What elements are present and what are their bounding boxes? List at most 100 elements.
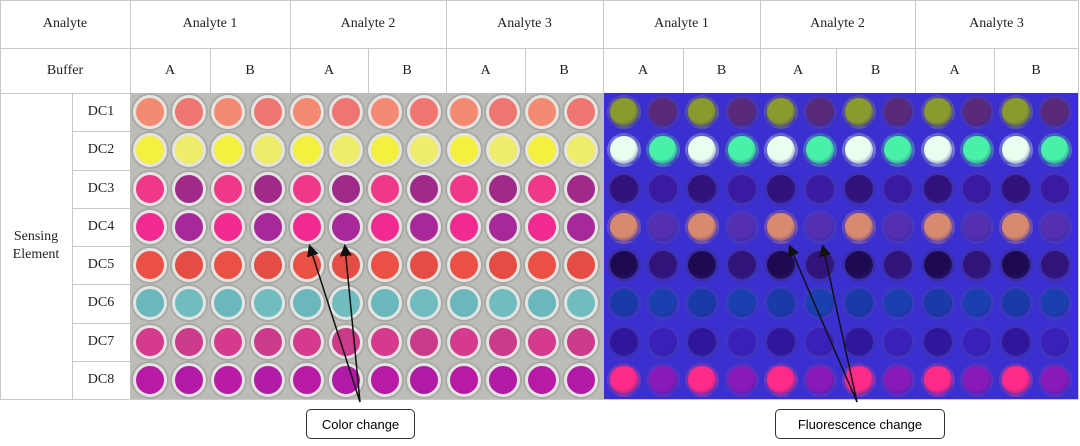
color-well: [211, 171, 246, 206]
fluorescence-well: [959, 171, 994, 206]
fluorescence-well: [999, 362, 1033, 397]
color-well: [525, 248, 559, 282]
fluorescence-well: [959, 248, 994, 282]
color-well: [211, 286, 246, 321]
analyte-header: Analyte 3: [497, 16, 552, 31]
color-well: [133, 286, 167, 321]
fluorescence-well: [724, 171, 759, 206]
color-well: [133, 362, 167, 397]
grid-line: [0, 0, 1, 400]
buffer-header: A: [637, 62, 649, 78]
row-label: DC7: [87, 333, 115, 349]
color-well: [368, 286, 403, 321]
fluorescence-well: [803, 171, 837, 206]
fluorescence-well: [763, 171, 798, 206]
fluorescence-well: [1038, 133, 1073, 168]
color-well: [446, 95, 481, 129]
color-well: [329, 248, 363, 282]
fluorescence-well: [685, 209, 720, 244]
fluorescence-well: [1038, 248, 1073, 282]
color-well: [289, 362, 324, 397]
fluorescence-well: [607, 248, 641, 282]
grid-line: [72, 246, 130, 247]
fluorescence-well: [999, 286, 1033, 321]
color-well: [407, 362, 442, 397]
color-well: [564, 248, 599, 282]
color-well: [211, 133, 246, 168]
fluorescence-well: [607, 362, 641, 397]
fluorescence-well: [646, 95, 681, 129]
color-well: [133, 209, 167, 244]
color-well: [564, 362, 599, 397]
fluorescence-well: [959, 133, 994, 168]
color-well: [564, 133, 599, 168]
buffer-header: A: [792, 62, 804, 78]
fluorescence-well: [959, 324, 994, 359]
fluorescence-well: [646, 286, 681, 321]
row-label: DC1: [87, 104, 115, 120]
color-well: [329, 324, 363, 359]
fluorescence-well: [646, 324, 681, 359]
color-well: [485, 95, 520, 129]
fluorescence-well: [881, 171, 916, 206]
color-well: [485, 171, 520, 206]
color-well: [485, 133, 520, 168]
color-well: [407, 286, 442, 321]
color-well: [329, 133, 363, 168]
analyte-header-label: Analyte: [42, 16, 88, 31]
fluorescence-well: [724, 209, 759, 244]
fluorescence-well: [959, 362, 994, 397]
buffer-header: A: [323, 62, 335, 78]
buffer-header: B: [559, 62, 569, 78]
analyte-header: Analyte 3: [969, 16, 1024, 31]
fluorescence-well: [920, 324, 955, 359]
buffer-header: A: [480, 62, 491, 78]
fluorescence-well: [607, 133, 641, 168]
grid-line: [72, 284, 130, 286]
color-well: [172, 248, 207, 282]
grid-line: [72, 322, 130, 324]
fluorescence-well: [842, 95, 877, 129]
color-well: [133, 324, 167, 359]
grid-line: [130, 48, 131, 93]
color-well: [485, 209, 520, 244]
color-change-callout: Color change: [306, 409, 415, 439]
color-well: [485, 248, 520, 282]
grid-line: [368, 48, 369, 93]
grid-line: [603, 48, 604, 93]
fluorescence-well: [763, 95, 798, 129]
row-label: DC3: [87, 180, 115, 196]
fluorescence-well: [842, 209, 877, 244]
color-well: [329, 171, 363, 206]
color-well: [407, 324, 442, 359]
fluorescence-well: [881, 324, 916, 359]
fluorescence-well: [959, 286, 994, 321]
grid-line: [72, 93, 73, 399]
fluorescence-well: [607, 286, 641, 321]
color-well: [329, 286, 363, 321]
grid-line: [210, 48, 211, 93]
fluorescence-well: [685, 171, 720, 206]
color-well: [133, 248, 167, 282]
fluorescence-well: [724, 324, 759, 359]
grid-line: [72, 360, 130, 362]
color-well: [172, 209, 207, 244]
fluorescence-change-callout: Fluorescence change: [775, 409, 945, 439]
color-well: [172, 133, 207, 168]
color-well: [446, 324, 481, 359]
color-well: [368, 362, 403, 397]
grid-line: [1078, 0, 1079, 400]
fluorescence-well: [685, 248, 720, 282]
color-well: [250, 133, 285, 168]
grid-line: [994, 48, 995, 93]
fluorescence-well: [646, 209, 681, 244]
fluorescence-well: [999, 324, 1033, 359]
color-well: [172, 362, 207, 397]
fluorescence-well: [920, 209, 955, 244]
color-well: [211, 362, 246, 397]
fluorescence-well: [920, 133, 955, 168]
fluorescence-well: [999, 248, 1033, 282]
fluorescence-well: [724, 95, 759, 129]
grid-line: [72, 207, 130, 209]
color-well: [407, 171, 442, 206]
